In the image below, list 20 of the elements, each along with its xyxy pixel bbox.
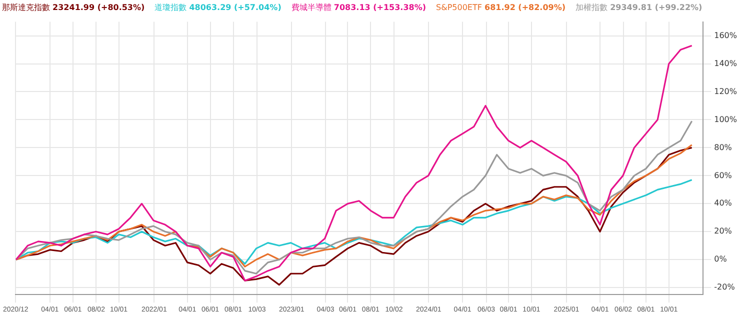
text: 7083.13 (+153.38%) [334,2,426,12]
text: S&P500ETF [436,2,482,12]
y-tick-label: 100% [714,114,738,124]
text: 23241.99 (+80.53%) [52,2,145,12]
y-tick-label: 40% [714,198,732,208]
text: 道瓊指數 [154,2,187,12]
text: 費城半導體 [291,2,332,12]
text: 681.92 (+82.09%) [484,2,566,12]
text: 48063.29 (+57.04%) [189,2,282,12]
text: 29349.81 (+99.22%) [610,2,702,12]
text: 加權指數 [576,2,608,12]
y-tick-label: 120% [714,86,738,96]
y-tick-label: 60% [714,170,732,180]
y-tick-label: 0% [714,254,728,264]
y-tick-label: 140% [714,58,738,68]
y-tick-label: 80% [714,142,732,152]
y-tick-label: 20% [714,226,732,236]
text: 那斯達克指數 [2,2,50,12]
y-tick-label: 160% [714,30,738,40]
y-tick-label: -20% [714,282,736,292]
